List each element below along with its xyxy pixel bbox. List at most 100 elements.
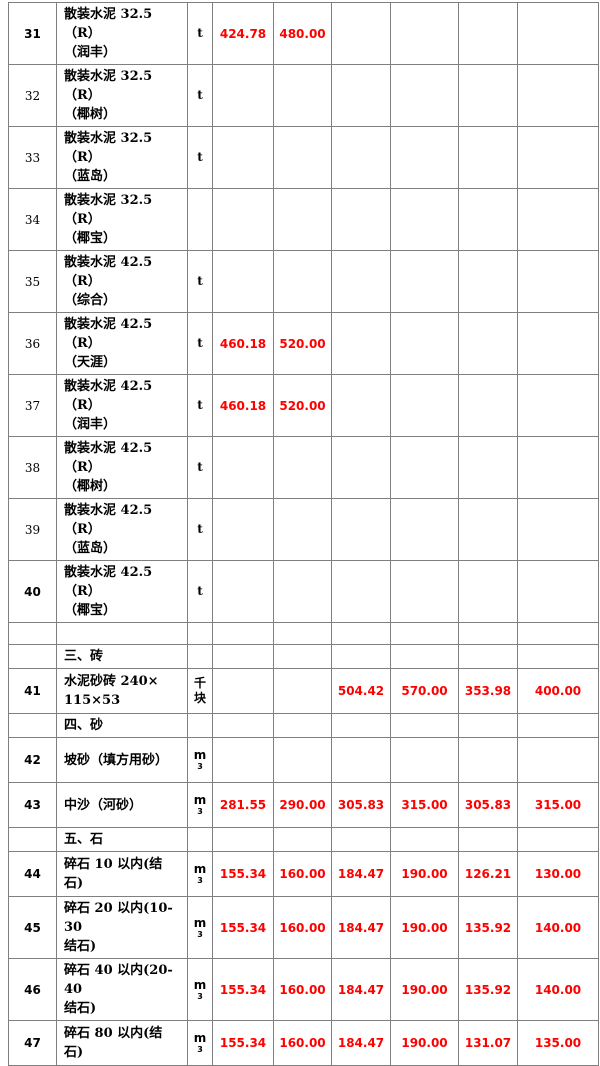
price-cell [331,644,391,669]
price-cell: 460.18 [212,374,274,437]
price-cell: 160.00 [273,851,332,897]
unit-cell: t [187,312,213,375]
row-number-cell: 47 [8,1020,57,1066]
table-row: 31 散装水泥 32.5（R） （润丰） t 424.78 480.00 [8,2,599,65]
price-cell [390,436,459,499]
unit-text: 3 [197,807,203,816]
table-row: 34 散装水泥 32.5（R） （椰宝） [8,188,599,251]
unit-text: t [197,26,203,40]
material-name-line: 碎石 10 以内(结石) [64,857,163,891]
price-cell: 140.00 [517,958,599,1021]
unit-cell [187,622,213,645]
price-cell [390,498,459,561]
price-cell [390,250,459,313]
unit-text: 3 [197,1045,203,1054]
price-cell: 424.78 [212,2,274,65]
table-row: 44 碎石 10 以内(结石) m 3 155.34 160.00 184.47 190.00… [8,851,599,897]
price-cell [273,668,332,714]
price-cell [212,126,274,189]
price-cell [458,374,518,437]
unit-text: m [193,748,207,762]
price-cell: 315.00 [517,782,599,828]
row-number-cell: 33 [8,126,57,189]
material-name-line: 四、砂 [64,718,104,733]
material-name-line: 散装水泥 32.5（R） [64,193,153,227]
price-cell: 290.00 [273,782,332,828]
row-number-cell: 35 [8,250,57,313]
price-cell [517,713,599,738]
price-cell: 155.34 [212,1020,274,1066]
price-cell [212,64,274,127]
row-number-cell: 42 [8,737,57,783]
row-number-cell [8,622,57,645]
price-cell: 305.83 [458,782,518,828]
price-cell [458,622,518,645]
unit-cell: t [187,126,213,189]
row-number-cell [8,827,57,852]
section-row: 三、砖 [8,644,599,669]
price-cell [517,498,599,561]
table-row: 46 碎石 40 以内(20-40 结石) m 3 155.34 160.00 184.47 1… [8,958,599,1021]
material-name-line: （椰树） [64,107,117,122]
material-name-line: 中沙（河砂） [64,797,143,813]
table-row: 45 碎石 20 以内(10-30 结石) m 3 155.34 160.00 184.47 1… [8,896,599,959]
table-row: 43 中沙（河砂） m 3 281.55 290.00 305.83 315.00 305.83… [8,782,599,828]
price-cell: 190.00 [390,1020,459,1066]
price-cell [458,436,518,499]
price-cell: 353.98 [458,668,518,714]
price-cell [458,713,518,738]
material-price-table-wrap: 31 散装水泥 32.5（R） （润丰） t 424.78 480.00 32 散装水泥 32… [8,2,599,1066]
price-cell: 184.47 [331,1020,391,1066]
price-cell [212,827,274,852]
price-cell [458,188,518,251]
table-row: 33 散装水泥 32.5（R） （蓝岛） t [8,126,599,189]
material-name-cell: 散装水泥 32.5（R） （椰树） [56,64,188,127]
price-cell [517,250,599,313]
unit-text: m [193,977,207,992]
unit-cell: t [187,498,213,561]
unit-text: t [197,460,203,474]
material-name-line: 散装水泥 42.5（R） [64,565,153,599]
price-cell: 504.42 [331,668,391,714]
price-cell [517,737,599,783]
unit-cell: 千块 [187,668,213,714]
material-name-line: 碎石 80 以内(结石) [64,1026,163,1060]
price-cell [331,2,391,65]
price-cell [517,622,599,645]
price-cell: 140.00 [517,896,599,959]
table-row: 35 散装水泥 42.5（R） （综合） t [8,250,599,313]
material-name-cell: 散装水泥 42.5（R） （椰树） [56,436,188,499]
row-number-cell [8,644,57,669]
material-name-cell: 碎石 10 以内(结石) [56,851,188,897]
table-row: 47 碎石 80 以内(结石) m 3 155.34 160.00 184.47 190.00… [8,1020,599,1066]
price-cell [273,498,332,561]
material-name-cell: 中沙（河砂） [56,782,188,828]
material-name-cell: 散装水泥 42.5（R） （椰宝） [56,560,188,623]
unit-text: t [197,522,203,536]
material-name-line: 散装水泥 42.5（R） [64,503,153,537]
unit-cell [187,188,213,251]
price-cell: 135.92 [458,896,518,959]
material-name-line: （蓝岛） [64,169,117,184]
table-row: 41 水泥砂砖 240× 115×53 千块 504.42 570.00 353.98 400… [8,668,599,714]
price-cell: 135.00 [517,1020,599,1066]
price-cell [273,436,332,499]
price-cell [273,644,332,669]
price-cell [458,312,518,375]
row-number-cell: 44 [8,851,57,897]
row-number-cell: 39 [8,498,57,561]
price-cell [273,64,332,127]
price-cell: 190.00 [390,958,459,1021]
price-cell: 190.00 [390,851,459,897]
price-cell [273,713,332,738]
material-name-cell: 散装水泥 32.5（R） （椰宝） [56,188,188,251]
unit-text: t [197,150,203,164]
material-name-cell: 散装水泥 42.5（R） （蓝岛） [56,498,188,561]
unit-text: 块 [193,691,206,705]
unit-text: 3 [197,991,203,1001]
price-cell [212,560,274,623]
price-cell [390,2,459,65]
price-cell: 155.34 [212,958,274,1021]
